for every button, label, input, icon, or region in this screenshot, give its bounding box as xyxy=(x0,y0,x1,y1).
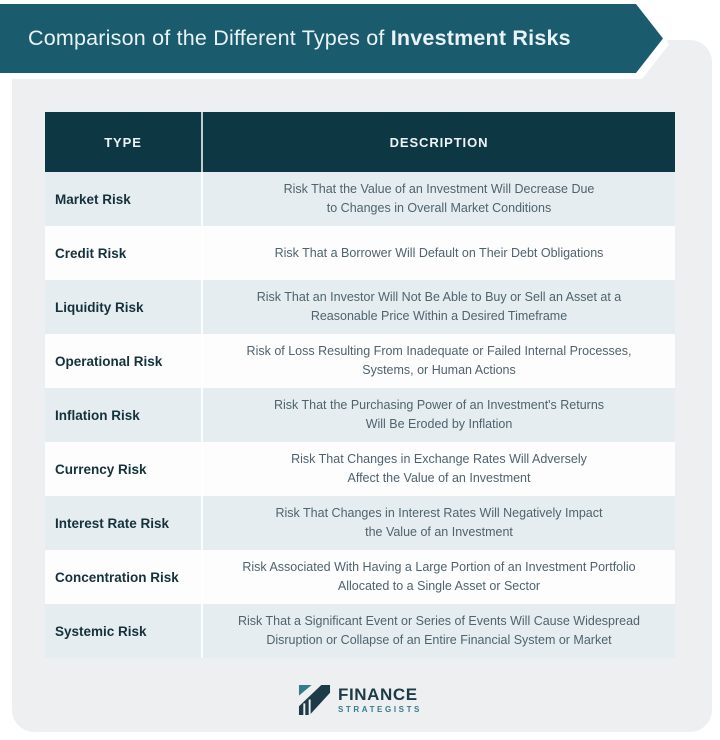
risk-type-cell: Inflation Risk xyxy=(45,388,203,442)
table-body: Market Risk Risk That the Value of an Inv… xyxy=(45,172,675,658)
table-row: Inflation Risk Risk That the Purchasing P… xyxy=(45,388,675,442)
table-row: Market Risk Risk That the Value of an Inv… xyxy=(45,172,675,226)
risk-description-cell: Risk That Changes in Exchange Rates Will… xyxy=(291,452,587,485)
brand-wordmark: FINANCE STRATEGISTS xyxy=(338,686,422,714)
risk-type-cell: Concentration Risk xyxy=(45,550,203,604)
risk-description-cell: Risk That a Significant Event or Series … xyxy=(237,614,641,647)
title-banner: Comparison of the Different Types of Inv… xyxy=(0,4,663,73)
table-row: Credit Risk Risk That a Borrower Will Def… xyxy=(45,226,675,280)
table-row: Systemic Risk Risk That a Significant Eve… xyxy=(45,604,675,658)
risk-type-cell: Market Risk xyxy=(45,172,203,226)
column-header-type: TYPE xyxy=(45,112,203,172)
risk-description-cell: Risk That the Purchasing Power of an Inv… xyxy=(273,398,605,431)
risk-description-cell: Risk That an Investor Will Not Be Able t… xyxy=(256,290,622,323)
table-row: Concentration Risk Risk Associated With H… xyxy=(45,550,675,604)
page-title-emphasis: Investment Risks xyxy=(390,26,571,50)
page-title: Comparison of the Different Types of Inv… xyxy=(28,26,571,51)
risk-description-cell: Risk That the Value of an Investment Wil… xyxy=(283,182,595,215)
table-row: Currency Risk Risk That Changes in Exchan… xyxy=(45,442,675,496)
finance-strategists-logo-icon xyxy=(298,684,331,716)
risk-description-cell: Risk Associated With Having a Large Port… xyxy=(242,560,636,593)
risk-description-cell: Risk of Loss Resulting From Inadequate o… xyxy=(246,344,632,377)
table-row: Operational Risk Risk of Loss Resulting F… xyxy=(45,334,675,388)
brand-name: FINANCE xyxy=(337,684,418,704)
risk-comparison-table: TYPE DESCRIPTION Market Risk Risk That th… xyxy=(45,112,675,658)
risk-type-cell: Interest Rate Risk xyxy=(45,496,203,550)
table-row: Interest Rate Risk Risk That Changes in I… xyxy=(45,496,675,550)
risk-description-cell: Risk That Changes in Interest Rates Will… xyxy=(275,506,603,539)
risk-type-cell: Liquidity Risk xyxy=(45,280,203,334)
risk-type-cell: Credit Risk xyxy=(45,226,203,280)
brand-subname: STRATEGISTS xyxy=(337,704,422,714)
risk-type-cell: Operational Risk xyxy=(45,334,203,388)
title-banner-wrap: Comparison of the Different Types of Inv… xyxy=(0,0,720,90)
brand-footer: FINANCE STRATEGISTS xyxy=(0,683,720,716)
risk-type-cell: Currency Risk xyxy=(45,442,203,496)
column-header-description: DESCRIPTION xyxy=(389,134,489,150)
table-header-row: TYPE DESCRIPTION xyxy=(45,112,675,172)
table-row: Liquidity Risk Risk That an Investor Will… xyxy=(45,280,675,334)
risk-description-cell: Risk That a Borrower Will Default on The… xyxy=(274,245,604,260)
page-title-prefix: Comparison of the Different Types of xyxy=(28,26,391,50)
risk-type-cell: Systemic Risk xyxy=(45,604,203,658)
